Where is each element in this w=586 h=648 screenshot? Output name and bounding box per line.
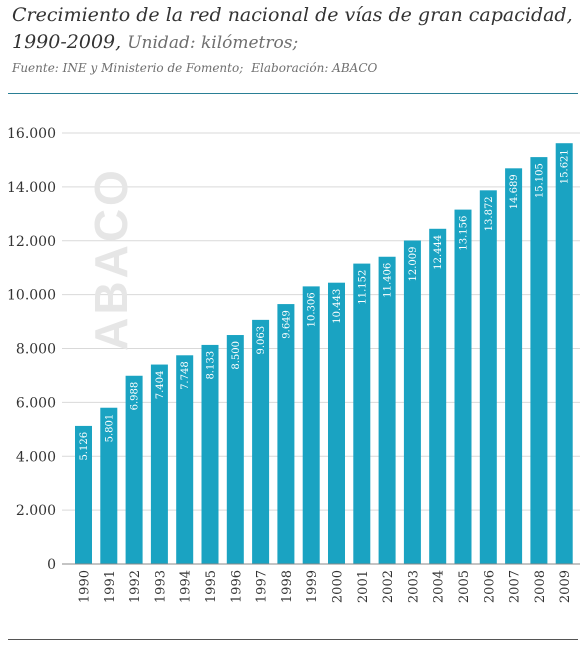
source-text: Fuente: INE y Ministerio de Fomento;: [12, 61, 244, 75]
bar-value-label: 8.500: [231, 341, 242, 370]
bar: [429, 228, 447, 565]
bar-value-label: 5.801: [104, 414, 115, 443]
x-tick-label: 2006: [482, 570, 497, 603]
bar-value-label: 10.443: [332, 289, 343, 324]
x-tick-label: 2003: [406, 570, 421, 603]
y-tick-label: 0: [47, 557, 56, 573]
bar: [277, 304, 295, 564]
bar: [252, 319, 270, 564]
bar: [403, 240, 421, 564]
bar: [328, 282, 345, 564]
bar: [479, 190, 497, 564]
x-tick-label: 1994: [179, 570, 194, 603]
x-tick-label: 1998: [280, 570, 295, 603]
y-tick-label: 2.000: [16, 503, 56, 519]
bar: [505, 168, 523, 564]
x-tick-label: 1991: [103, 570, 118, 603]
bar: [150, 364, 168, 564]
bar: [201, 344, 219, 564]
y-tick-label: 8.000: [16, 342, 56, 358]
bar: [100, 407, 118, 564]
bar-value-label: 9.063: [256, 326, 267, 355]
x-tick-label: 1997: [255, 570, 270, 603]
elaboration-text: Elaboración: ABACO: [251, 61, 378, 75]
bar-value-label: 15.105: [534, 163, 545, 198]
bar-value-label: 10.306: [307, 292, 318, 327]
chart-title: Crecimiento de la red nacional de vías d…: [12, 2, 582, 57]
bar: [353, 263, 371, 564]
bar: [555, 143, 573, 564]
bar: [176, 355, 194, 564]
bar-value-label: 7.404: [155, 371, 166, 400]
bar-value-label: 15.621: [560, 149, 571, 184]
x-tick-label: 1990: [78, 570, 93, 603]
chart-header: Crecimiento de la red nacional de vías d…: [12, 2, 582, 75]
y-tick-label: 4.000: [16, 449, 56, 465]
bar: [530, 157, 548, 564]
x-tick-label: 1999: [305, 570, 320, 603]
y-tick-label: 14.000: [7, 180, 56, 196]
bar-value-label: 13.872: [484, 196, 495, 231]
x-tick-label: 2005: [457, 570, 472, 603]
watermark-logo: ABACO: [85, 167, 137, 351]
bar-value-label: 12.444: [433, 235, 444, 270]
bar: [454, 209, 472, 564]
bar-chart: 0 2.000 4.000 6.000 8.000 10.000 12.000 14.000 1…: [7, 126, 580, 603]
bar-value-label: 12.009: [408, 247, 419, 282]
bar-value-label: 11.406: [383, 263, 394, 298]
bar: [226, 335, 244, 564]
bar-value-label: 14.689: [509, 174, 520, 209]
y-tick-label: 16.000: [7, 126, 56, 142]
x-tick-label: 1996: [229, 570, 244, 603]
header-divider: [8, 93, 578, 94]
y-tick-label: 12.000: [7, 234, 56, 250]
x-tick-label: 1995: [204, 570, 219, 603]
x-tick-label: 2001: [356, 570, 371, 603]
x-tick-label: 1993: [153, 570, 168, 603]
x-tick-label: 2008: [533, 570, 548, 603]
x-tick-label: 2007: [508, 570, 523, 603]
x-tick-label: 1992: [128, 570, 143, 603]
source-line: Fuente: INE y Ministerio de Fomento; Elab…: [12, 61, 582, 75]
bar-value-label: 13.156: [459, 216, 470, 251]
y-tick-label: 10.000: [7, 288, 56, 304]
unit-text: Unidad: kilómetros;: [127, 33, 299, 53]
footer-divider: [8, 639, 578, 640]
x-tick-label: 2002: [381, 570, 396, 603]
x-tick-label: 2004: [432, 570, 447, 603]
bar-value-label: 9.649: [281, 310, 292, 339]
bar-value-label: 8.133: [206, 351, 217, 380]
y-tick-label: 6.000: [16, 395, 56, 411]
title-text: Crecimiento de la red nacional de vías d…: [12, 4, 573, 53]
bar-value-label: 6.988: [130, 382, 141, 411]
x-tick-label: 2009: [558, 570, 573, 603]
bar: [302, 286, 320, 564]
bar: [125, 375, 143, 564]
bar: [378, 256, 396, 564]
bar-value-label: 11.152: [357, 270, 368, 305]
bar-value-label: 7.748: [180, 361, 191, 390]
bar: [75, 425, 92, 564]
bar-value-label: 5.126: [79, 432, 90, 461]
x-tick-label: 2000: [331, 570, 346, 603]
